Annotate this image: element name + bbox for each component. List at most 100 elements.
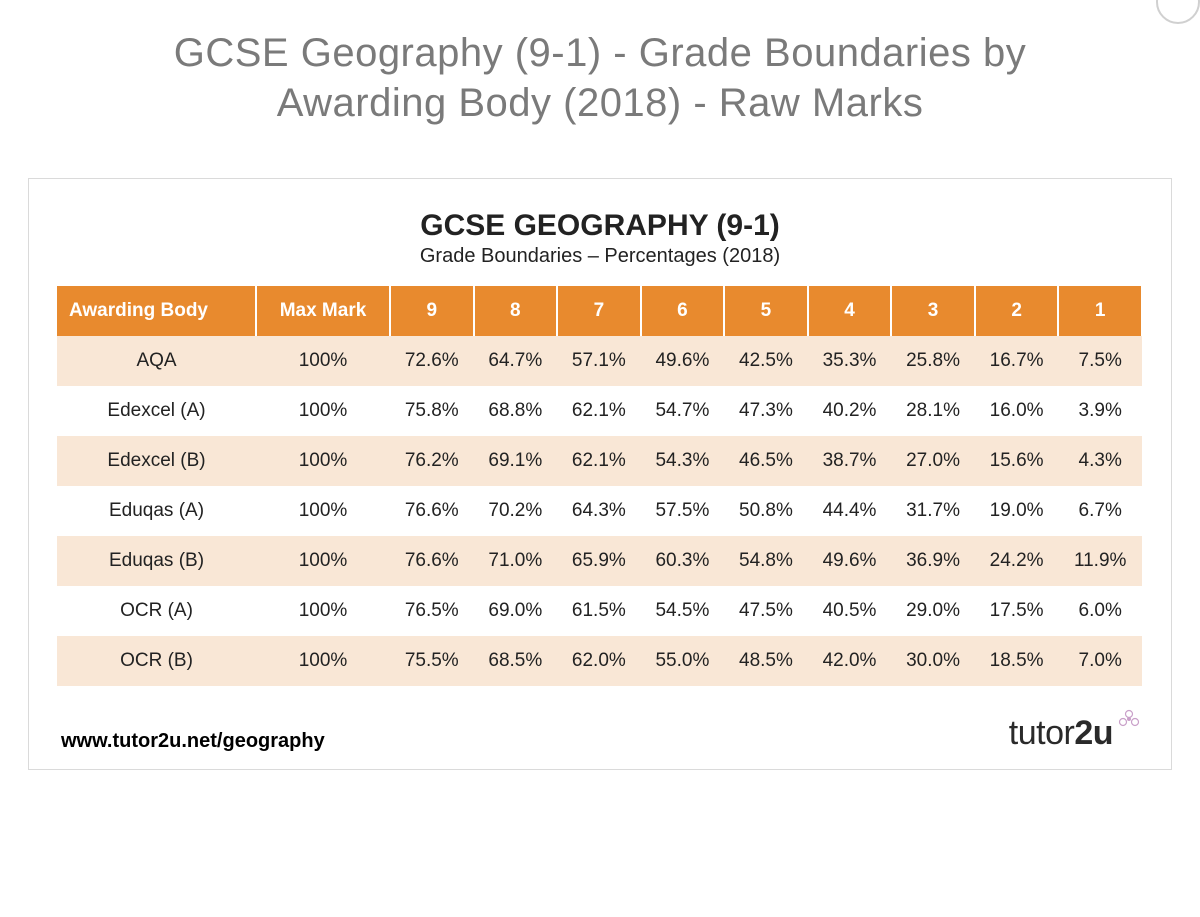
value-cell: 60.3% [641,536,725,586]
value-cell: 7.5% [1058,336,1142,386]
value-cell: 47.5% [724,586,808,636]
value-cell: 19.0% [975,486,1059,536]
value-cell: 6.7% [1058,486,1142,536]
table-row: Edexcel (B)100%76.2%69.1%62.1%54.3%46.5%… [57,436,1142,486]
value-cell: 75.5% [390,636,474,686]
page-root: GCSE Geography (9-1) - Grade Boundaries … [0,0,1200,917]
value-cell: 7.0% [1058,636,1142,686]
value-cell: 55.0% [641,636,725,686]
content-panel: GCSE GEOGRAPHY (9-1) Grade Boundaries – … [28,178,1172,770]
value-cell: 76.6% [390,536,474,586]
value-cell: 36.9% [891,536,975,586]
value-cell: 40.5% [808,586,892,636]
value-cell: 49.6% [808,536,892,586]
value-cell: 75.8% [390,386,474,436]
table-row: Edexcel (A)100%75.8%68.8%62.1%54.7%47.3%… [57,386,1142,436]
value-cell: 72.6% [390,336,474,386]
value-cell: 15.6% [975,436,1059,486]
panel-title: GCSE GEOGRAPHY (9-1) [57,209,1143,243]
value-cell: 11.9% [1058,536,1142,586]
value-cell: 62.1% [557,436,641,486]
value-cell: 4.3% [1058,436,1142,486]
awarding-body-cell: Edexcel (B) [57,436,256,486]
value-cell: 76.6% [390,486,474,536]
value-cell: 71.0% [474,536,558,586]
panel-subtitle: Grade Boundaries – Percentages (2018) [57,245,1143,268]
value-cell: 47.3% [724,386,808,436]
value-cell: 25.8% [891,336,975,386]
value-cell: 38.7% [808,436,892,486]
col-header: Max Mark [256,286,390,336]
table-row: AQA100%72.6%64.7%57.1%49.6%42.5%35.3%25.… [57,336,1142,386]
value-cell: 16.7% [975,336,1059,386]
brand-text-plain: tutor [1009,714,1075,752]
value-cell: 76.2% [390,436,474,486]
grades-table: Awarding BodyMax Mark987654321 AQA100%72… [57,286,1143,686]
value-cell: 54.3% [641,436,725,486]
value-cell: 62.1% [557,386,641,436]
brand-logo: tutor2u [1009,714,1139,753]
awarding-body-cell: Eduqas (A) [57,486,256,536]
value-cell: 49.6% [641,336,725,386]
value-cell: 50.8% [724,486,808,536]
value-cell: 17.5% [975,586,1059,636]
outer-title: GCSE Geography (9-1) - Grade Boundaries … [0,0,1200,138]
value-cell: 48.5% [724,636,808,686]
table-row: Eduqas (B)100%76.6%71.0%65.9%60.3%54.8%4… [57,536,1142,586]
outer-title-line2: Awarding Body (2018) - Raw Marks [277,81,924,125]
value-cell: 40.2% [808,386,892,436]
table-row: OCR (A)100%76.5%69.0%61.5%54.5%47.5%40.5… [57,586,1142,636]
col-header: 4 [808,286,892,336]
awarding-body-cell: AQA [57,336,256,386]
value-cell: 69.0% [474,586,558,636]
col-header: 1 [1058,286,1142,336]
value-cell: 100% [256,436,390,486]
value-cell: 68.8% [474,386,558,436]
value-cell: 65.9% [557,536,641,586]
value-cell: 44.4% [808,486,892,536]
value-cell: 100% [256,536,390,586]
value-cell: 70.2% [474,486,558,536]
panel-footer: www.tutor2u.net/geography tutor2u [57,714,1143,757]
value-cell: 46.5% [724,436,808,486]
table-row: OCR (B)100%75.5%68.5%62.0%55.0%48.5%42.0… [57,636,1142,686]
table-row: Eduqas (A)100%76.6%70.2%64.3%57.5%50.8%4… [57,486,1142,536]
footer-url: www.tutor2u.net/geography [61,730,325,753]
brand-text-bold: 2u [1074,714,1113,752]
value-cell: 31.7% [891,486,975,536]
value-cell: 100% [256,386,390,436]
value-cell: 42.5% [724,336,808,386]
col-header: Awarding Body [57,286,256,336]
value-cell: 64.3% [557,486,641,536]
value-cell: 18.5% [975,636,1059,686]
value-cell: 68.5% [474,636,558,686]
value-cell: 42.0% [808,636,892,686]
awarding-body-cell: Edexcel (A) [57,386,256,436]
awarding-body-cell: OCR (A) [57,586,256,636]
value-cell: 54.5% [641,586,725,636]
awarding-body-cell: Eduqas (B) [57,536,256,586]
col-header: 8 [474,286,558,336]
value-cell: 54.7% [641,386,725,436]
col-header: 9 [390,286,474,336]
awarding-body-cell: OCR (B) [57,636,256,686]
value-cell: 35.3% [808,336,892,386]
value-cell: 100% [256,586,390,636]
value-cell: 100% [256,636,390,686]
value-cell: 69.1% [474,436,558,486]
value-cell: 30.0% [891,636,975,686]
col-header: 5 [724,286,808,336]
value-cell: 57.1% [557,336,641,386]
value-cell: 16.0% [975,386,1059,436]
value-cell: 100% [256,336,390,386]
value-cell: 54.8% [724,536,808,586]
value-cell: 28.1% [891,386,975,436]
value-cell: 24.2% [975,536,1059,586]
value-cell: 64.7% [474,336,558,386]
col-header: 3 [891,286,975,336]
value-cell: 100% [256,486,390,536]
outer-title-line1: GCSE Geography (9-1) - Grade Boundaries … [174,31,1027,75]
col-header: 2 [975,286,1059,336]
value-cell: 6.0% [1058,586,1142,636]
value-cell: 29.0% [891,586,975,636]
